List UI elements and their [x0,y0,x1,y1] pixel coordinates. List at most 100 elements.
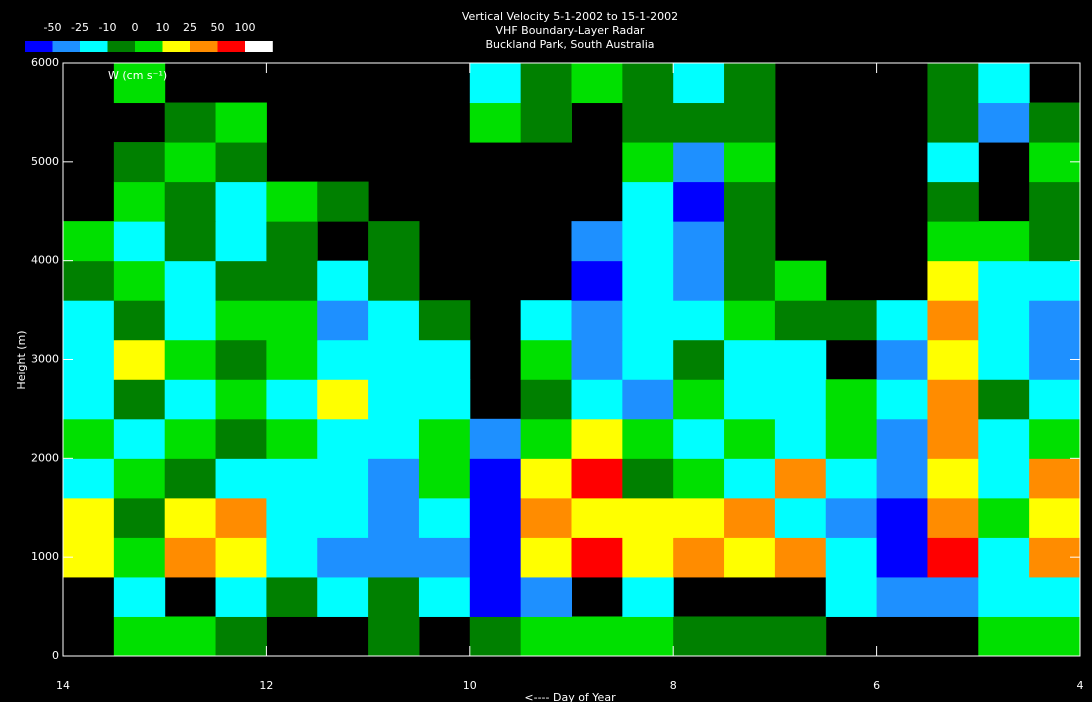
heatmap-cell [673,221,725,262]
colorbar-label: -50 [44,21,62,34]
heatmap-cell [520,458,572,499]
colorbar-label: -10 [99,21,117,34]
heatmap-cell [724,221,776,262]
y-tick-label: 4000 [31,254,59,267]
heatmap-cell [164,142,217,183]
heatmap-cell [215,418,267,459]
heatmap-cell [63,260,115,301]
heatmap-cell [978,497,1030,538]
heatmap-cell [215,379,267,420]
heatmap-cell [571,260,623,301]
heatmap-cell [571,221,623,262]
heatmap-cell [1029,181,1081,222]
heatmap-cell [215,221,267,262]
heatmap-cell [164,221,217,262]
heatmap-cell [927,576,979,617]
heatmap-cell [774,339,827,380]
heatmap-cell [418,497,471,538]
heatmap-cell [622,616,674,657]
heatmap-cell [520,379,572,420]
heatmap-cell [418,576,471,617]
heatmap-cell [469,616,522,657]
heatmap-cell [215,576,267,617]
heatmap-cell [927,497,979,538]
heatmap-cell [673,63,725,104]
heatmap-cell [266,458,318,499]
heatmap-cell [978,339,1030,380]
heatmap-cell [978,616,1030,657]
heatmap-cell [978,221,1030,262]
heatmap-cell [825,537,878,578]
heatmap-cell [927,339,979,380]
heatmap-cell [978,537,1030,578]
y-tick-label: 5000 [31,155,59,168]
heatmap-cell [215,537,267,578]
heatmap-cell [724,260,776,301]
y-tick-label: 2000 [31,451,59,464]
heatmap-cell [469,63,522,104]
colorbar-swatch [245,41,273,52]
heatmap-cell [63,379,115,420]
heatmap-cell [368,221,420,262]
heatmap-cell [113,260,166,301]
colorbar-swatch [135,41,163,52]
heatmap-cell [724,497,776,538]
heatmap-cell [622,576,674,617]
chart-location: Buckland Park, South Australia [485,38,654,51]
heatmap-cell [673,260,725,301]
heatmap-cell [673,497,725,538]
heatmap-cell [724,181,776,222]
colorbar-swatch [107,41,136,52]
heatmap-cell [622,63,674,104]
heatmap-cell [418,537,471,578]
heatmap-cell [63,497,115,538]
heatmap-cell [418,300,471,341]
heatmap-cell [317,181,369,222]
heatmap-cell [113,537,166,578]
x-tick-label: 6 [873,679,880,692]
heatmap-cell [113,379,166,420]
heatmap-cell [825,300,878,341]
colorbar-swatch [190,41,218,52]
heatmap-cell [63,300,115,341]
heatmap-cell [63,221,115,262]
heatmap-cell [978,300,1030,341]
heatmap-cell [215,458,267,499]
heatmap-cell [571,616,623,657]
heatmap-cell [825,458,878,499]
heatmap-cell [571,497,623,538]
heatmap-cell [927,102,979,143]
heatmap-cell [520,537,572,578]
heatmap-cell [113,458,166,499]
heatmap-cell [927,379,979,420]
y-tick-label: 3000 [31,353,59,366]
heatmap-cell [622,458,674,499]
heatmap-cell [724,616,776,657]
unit-annotation: W (cm s⁻¹) [108,69,167,82]
heatmap-cell [266,497,318,538]
heatmap-cell [927,221,979,262]
heatmap-cell [215,497,267,538]
heatmap-cell [317,418,369,459]
y-tick-label: 6000 [31,56,59,69]
heatmap-cell [673,181,725,222]
heatmap-cell [1029,379,1081,420]
heatmap-cell [673,300,725,341]
heatmap-cell [317,379,369,420]
x-tick-label: 14 [56,679,70,692]
heatmap-cell [927,142,979,183]
heatmap-cell [418,339,471,380]
heatmap-cell [876,497,928,538]
x-axis-label: <---- Day of Year [524,691,616,702]
colorbar-label: 100 [235,21,256,34]
heatmap-cell [113,221,166,262]
heatmap-cell [368,379,420,420]
heatmap-cell [876,339,928,380]
x-tick-label: 10 [463,679,477,692]
heatmap-cell [978,379,1030,420]
heatmap-cell [724,379,776,420]
heatmap-cell [571,339,623,380]
heatmap-cell [673,102,725,143]
heatmap-cell [673,339,725,380]
